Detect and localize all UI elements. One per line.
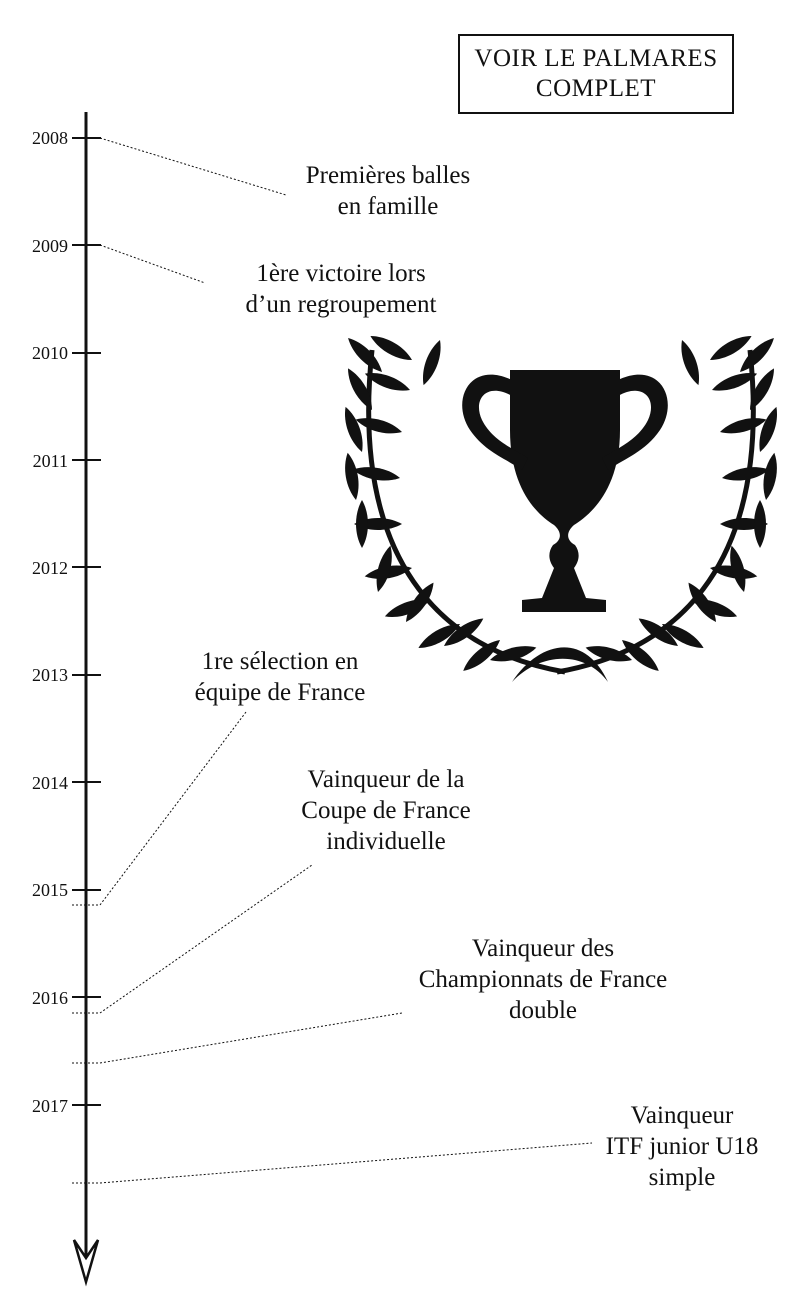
- event-line: en famille: [337, 193, 439, 220]
- year-ticks: [72, 137, 101, 1106]
- connector-2016b: [72, 1012, 403, 1064]
- event-line: Championnats de France: [418, 966, 668, 993]
- connector-2009: [99, 244, 206, 284]
- event-line: Vainqueur des: [471, 935, 615, 962]
- year-label-2012: 2012: [32, 558, 68, 578]
- year-label-2016: 2016: [32, 988, 68, 1008]
- event-line: Vainqueur de la: [307, 766, 465, 793]
- event-2015: 1re sélection en équipe de France: [150, 646, 410, 708]
- year-label-2017: 2017: [32, 1096, 68, 1116]
- year-label-2009: 2009: [32, 236, 68, 256]
- event-2016: Vainqueur de la Coupe de France individu…: [266, 764, 506, 857]
- event-2008: Premières balles en famille: [258, 160, 518, 222]
- year-label-2011: 2011: [32, 451, 68, 471]
- event-line: 1ère victoire lors: [256, 260, 426, 287]
- year-label-2014: 2014: [32, 773, 68, 793]
- year-label-2010: 2010: [32, 343, 68, 363]
- event-2016b: Vainqueur des Championnats de France dou…: [388, 933, 698, 1026]
- connector-2008: [99, 137, 287, 196]
- event-line: d’un regroupement: [245, 291, 437, 318]
- connector-2015: [72, 711, 247, 906]
- event-line: Coupe de France: [301, 797, 471, 824]
- event-line: individuelle: [326, 828, 446, 855]
- event-line: ITF junior U18: [605, 1133, 759, 1160]
- view-full-palmares-button[interactable]: VOIR LE PALMARES COMPLET: [458, 34, 734, 114]
- event-line: 1re sélection en: [201, 648, 359, 675]
- event-line: Vainqueur: [630, 1102, 734, 1129]
- year-label-2015: 2015: [32, 880, 68, 900]
- cta-line-2: COMPLET: [535, 75, 657, 102]
- year-label-2013: 2013: [32, 665, 68, 685]
- arrow-down-icon: [72, 1239, 100, 1287]
- ribbon: [512, 647, 608, 682]
- cta-line-1: VOIR LE PALMARES: [474, 45, 718, 72]
- event-line: Premières balles: [305, 162, 471, 189]
- year-label-2008: 2008: [32, 128, 68, 148]
- event-2017: Vainqueur ITF junior U18 simple: [582, 1100, 782, 1193]
- event-line: double: [508, 997, 578, 1024]
- event-line: équipe de France: [194, 679, 366, 706]
- event-2009: 1ère victoire lors d’un regroupement: [196, 258, 486, 320]
- connector-2016: [72, 864, 313, 1014]
- connector-2017: [72, 1142, 593, 1184]
- event-line: simple: [648, 1164, 716, 1191]
